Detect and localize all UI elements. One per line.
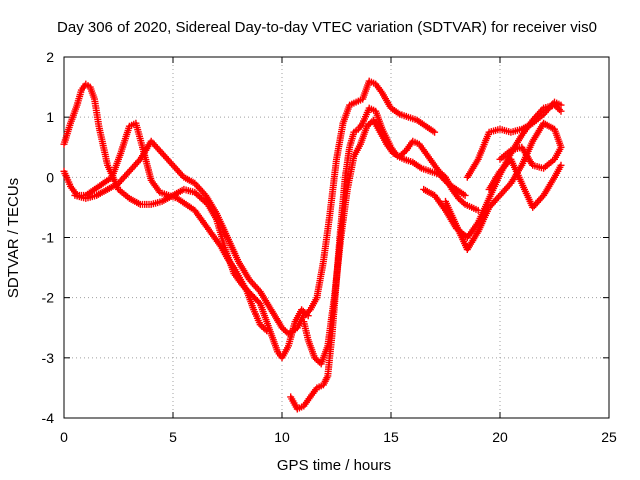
series-marks-arc-5	[300, 116, 482, 368]
series-arc-2	[60, 119, 271, 335]
series-arc-10	[496, 143, 565, 172]
series-arc-8	[463, 98, 565, 181]
y-tick-label: 2	[46, 49, 54, 65]
y-tick-label: 1	[46, 109, 54, 125]
series-arc-3	[71, 77, 439, 338]
y-axis-label: SDTVAR / TECUs	[5, 178, 22, 298]
series-marks-arc-8	[463, 98, 565, 181]
y-tick-label: -1	[42, 230, 55, 246]
series-marks-arc-10	[496, 143, 565, 172]
series-marks-arc-4	[287, 104, 469, 413]
x-tick-label: 0	[60, 429, 68, 445]
axis-ticks: 0 5 10 15 20 25 -4 -3 -2 -1 0 1 2	[42, 49, 617, 445]
x-tick-label: 10	[274, 429, 290, 445]
chart-title: Day 306 of 2020, Sidereal Day-to-day VTE…	[57, 19, 597, 36]
y-tick-label: -2	[42, 290, 55, 306]
series-marks-arc-9	[485, 155, 565, 211]
x-tick-label: 20	[492, 429, 508, 445]
y-tick-label: -3	[42, 350, 55, 366]
data-marks	[60, 77, 565, 413]
series-marks-arc-2	[60, 119, 271, 335]
x-tick-label: 5	[169, 429, 177, 445]
x-axis-label: GPS time / hours	[277, 457, 391, 474]
y-tick-label: 0	[46, 169, 54, 185]
series-marks-arc-7	[442, 119, 565, 253]
x-tick-label: 25	[601, 429, 617, 445]
x-tick-label: 15	[383, 429, 399, 445]
grid	[64, 57, 609, 418]
series-marks-arc-3	[71, 77, 439, 338]
series-arc-4	[287, 104, 469, 413]
y-tick-label: -4	[42, 410, 55, 426]
series-arc-7	[442, 119, 565, 253]
series-arc-9	[485, 155, 565, 211]
series-arc-5	[300, 116, 482, 368]
